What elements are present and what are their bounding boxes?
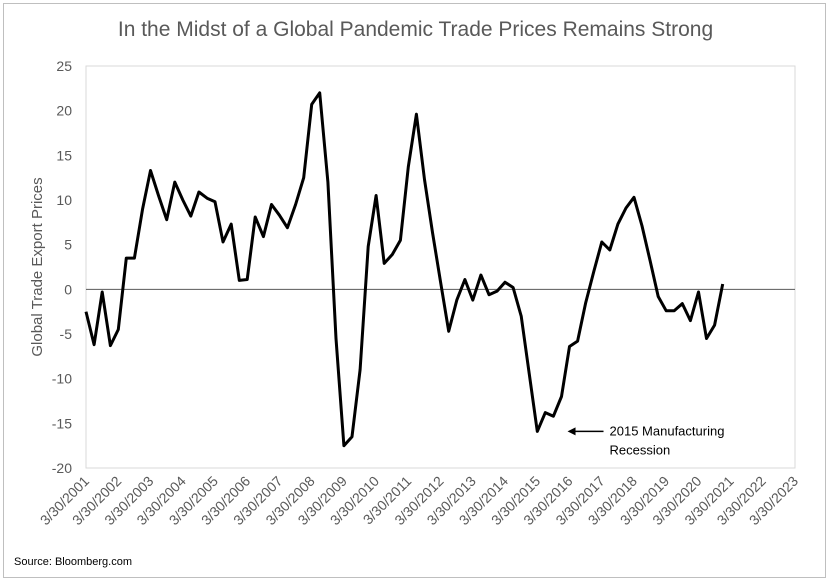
chart-title: In the Midst of a Global Pandemic Trade … <box>117 18 714 41</box>
annotation-arrowhead <box>567 427 576 436</box>
chart-frame <box>3 3 826 578</box>
y-tick-label: -5 <box>60 326 73 342</box>
grid-layer <box>85 65 796 469</box>
y-tick-label: 15 <box>56 147 72 163</box>
y-tick-label: 5 <box>64 237 72 253</box>
y-tick-label: -10 <box>52 371 72 387</box>
y-tick-label: -15 <box>52 415 72 431</box>
y-axis-label: Global Trade Export Prices <box>29 177 46 356</box>
plot-border <box>85 65 796 469</box>
annotation-layer: 2015 Manufacturing Recession <box>567 423 725 457</box>
y-tick-label: 20 <box>56 103 72 119</box>
y-tick-label: 0 <box>64 281 72 297</box>
y-tick-label: 10 <box>56 192 72 208</box>
source-note: Source: Bloomberg.com <box>14 556 132 568</box>
y-tick-label: -20 <box>52 460 72 476</box>
series-line <box>84 91 725 448</box>
y-tick-label: 25 <box>56 58 72 74</box>
annotation-label: Recession <box>610 442 671 457</box>
series-layer <box>84 91 725 448</box>
annotation-label: 2015 Manufacturing <box>610 423 725 438</box>
